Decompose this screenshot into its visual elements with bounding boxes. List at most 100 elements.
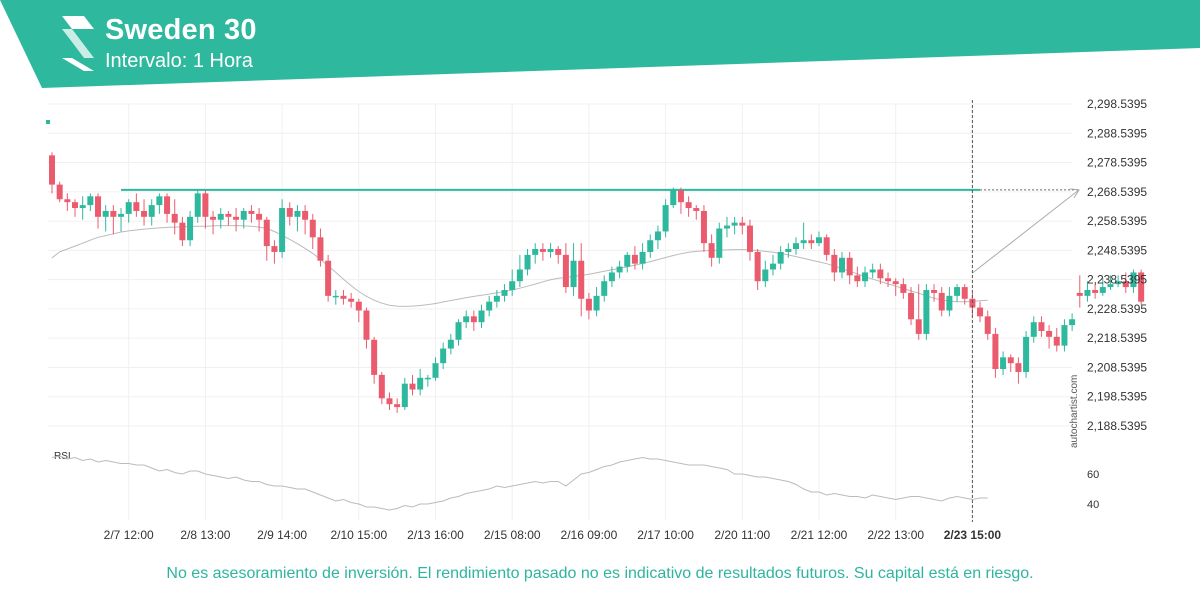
candle <box>440 342 447 370</box>
candle-body <box>1138 272 1145 302</box>
candle-body <box>624 254 631 267</box>
candle <box>562 243 569 293</box>
candle <box>524 249 531 276</box>
candle <box>87 193 94 211</box>
candle-body <box>800 240 807 244</box>
candle-body <box>72 202 79 209</box>
candle <box>923 284 930 340</box>
candle-body <box>938 292 945 311</box>
candle <box>509 269 516 296</box>
candle <box>846 251 853 285</box>
candle <box>908 287 915 326</box>
candle-body <box>762 269 769 282</box>
candle-body <box>1023 336 1030 372</box>
candle <box>931 284 938 302</box>
candle <box>1053 328 1060 352</box>
candle <box>1122 272 1129 293</box>
candle <box>409 374 416 396</box>
candle-body <box>816 237 822 244</box>
candle <box>179 216 186 247</box>
x-tick-label: 2/8 13:00 <box>180 528 230 542</box>
x-tick-label: 2/21 12:00 <box>791 528 848 542</box>
candle-body <box>570 260 577 288</box>
candle <box>1038 316 1045 337</box>
candle <box>1138 269 1145 305</box>
candle-body <box>662 205 669 232</box>
candles <box>46 120 1145 413</box>
candle-body <box>1007 357 1014 364</box>
candle-body <box>961 287 968 299</box>
candle-body <box>56 184 63 200</box>
candle-body <box>739 222 746 226</box>
candle-body <box>210 216 217 220</box>
x-tick-label: 2/13 16:00 <box>407 528 464 542</box>
candle <box>72 199 79 217</box>
candle-body <box>1107 284 1114 288</box>
candle <box>1084 281 1091 302</box>
candle-body <box>846 257 853 276</box>
candle-body <box>562 254 569 288</box>
candle-body <box>332 295 339 298</box>
candle <box>555 246 562 264</box>
candle-body <box>1061 325 1068 346</box>
candle <box>125 199 132 223</box>
y-tick-label: 2,238.5395 <box>1087 273 1147 287</box>
candle <box>938 287 945 317</box>
candle-body <box>946 295 953 311</box>
candle-body <box>271 246 278 252</box>
candle <box>854 266 861 288</box>
candle <box>792 237 799 255</box>
candle-body <box>256 213 263 220</box>
candle-body <box>463 316 470 323</box>
candle <box>746 219 753 261</box>
candle-body <box>1030 322 1037 337</box>
candle <box>294 205 301 232</box>
candle-body <box>171 213 178 223</box>
header-background <box>0 0 1200 88</box>
candle <box>915 284 922 340</box>
candle-body <box>685 202 692 209</box>
candle <box>654 225 661 250</box>
candle-body <box>585 298 592 311</box>
candle-body <box>470 316 477 323</box>
candle-body <box>401 383 408 408</box>
candle <box>79 196 86 220</box>
candle-body <box>141 210 148 217</box>
candle <box>593 287 600 317</box>
candle-body <box>1115 281 1122 285</box>
candle <box>56 181 63 203</box>
candle-body <box>877 269 884 279</box>
candle <box>1000 351 1007 375</box>
y-tick-label: 2,288.5395 <box>1087 126 1147 140</box>
candle <box>570 243 577 296</box>
candle-body <box>1092 289 1099 293</box>
candle-body <box>869 269 876 273</box>
candle-body <box>708 243 715 258</box>
candle <box>493 289 500 308</box>
candle <box>585 292 592 320</box>
candle <box>693 205 700 220</box>
candle-body <box>417 377 424 390</box>
candle <box>171 199 178 235</box>
candle <box>769 254 776 276</box>
candle-body <box>164 196 171 214</box>
candle <box>1099 278 1106 296</box>
autochartist-logo-icon <box>62 16 94 71</box>
candle-body <box>133 202 140 211</box>
y-tick-label: 2,258.5395 <box>1087 214 1147 228</box>
rsi-label: RSI <box>54 451 71 462</box>
candle <box>240 208 247 229</box>
candle <box>961 284 968 305</box>
candle-body <box>754 251 761 282</box>
candle <box>1007 354 1014 372</box>
y-tick-label: 2,268.5395 <box>1087 185 1147 199</box>
candle <box>1130 269 1137 293</box>
candle-body <box>731 222 738 226</box>
candle <box>64 193 71 211</box>
candle <box>432 357 439 381</box>
x-tick-label: 2/10 15:00 <box>330 528 387 542</box>
candle <box>877 263 884 285</box>
candle <box>624 251 631 273</box>
candle-body <box>394 404 401 408</box>
candle-body <box>279 208 286 252</box>
